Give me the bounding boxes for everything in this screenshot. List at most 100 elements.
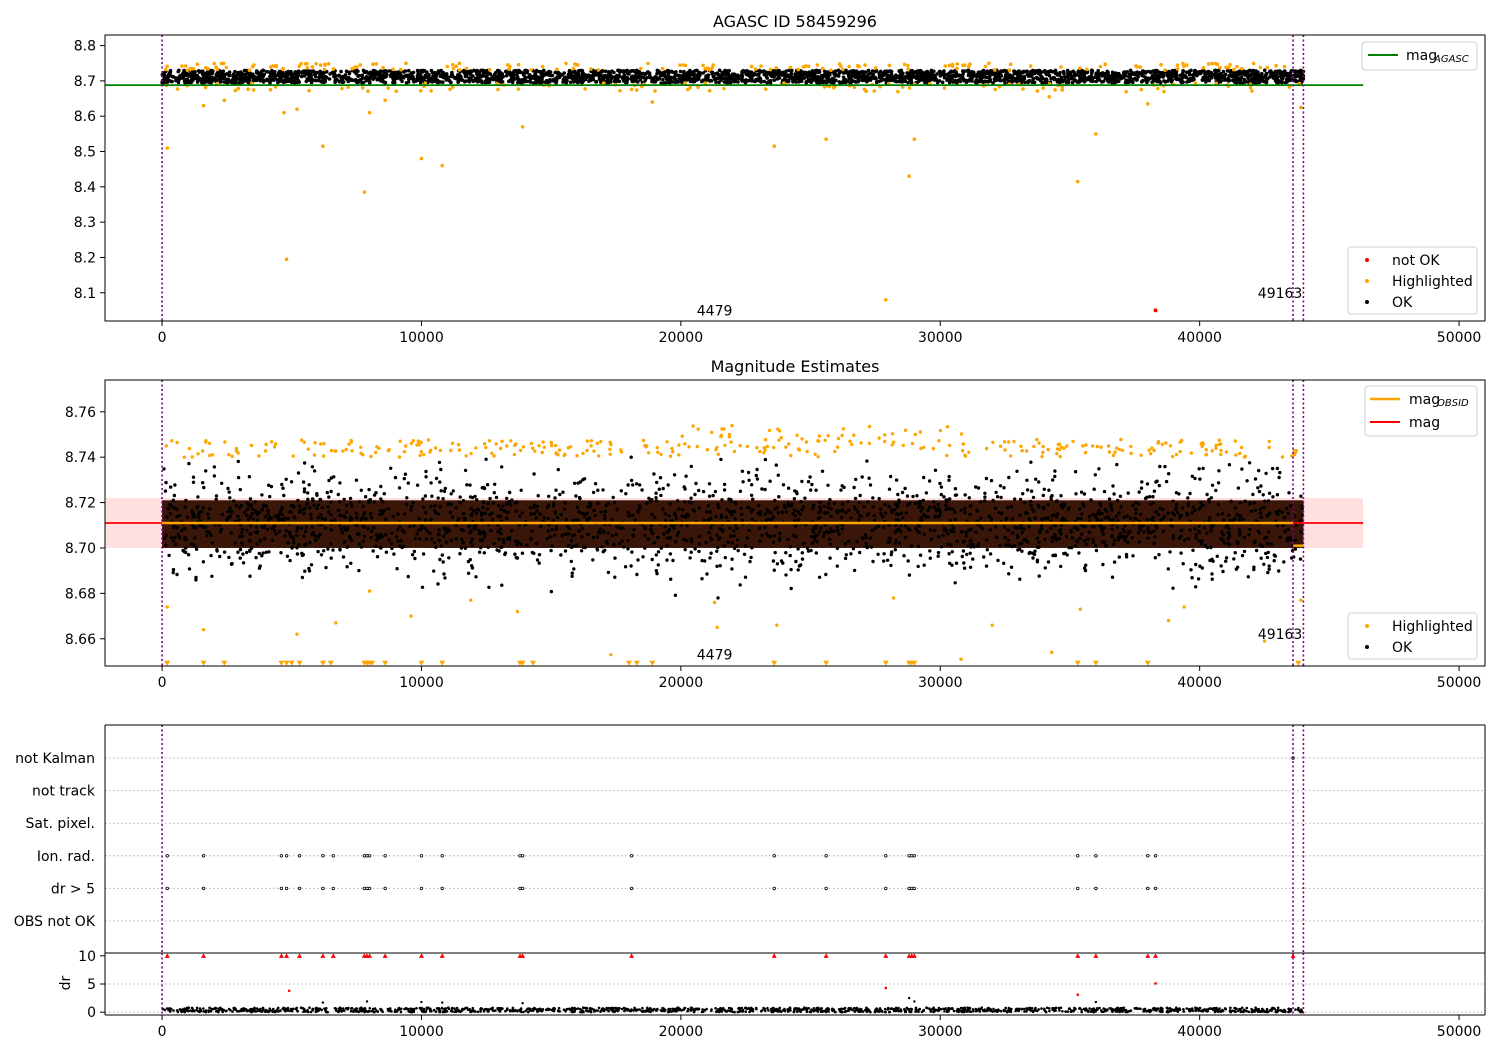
ok-point [708, 536, 713, 540]
ok-point [1227, 513, 1231, 517]
ok-point [1016, 69, 1021, 74]
ok-point [329, 542, 333, 546]
ok-point [1206, 69, 1210, 74]
ok-point [1282, 515, 1287, 520]
ok-point [999, 495, 1003, 500]
ok-point [1013, 497, 1017, 501]
ok-point [636, 558, 640, 562]
ok-point [472, 509, 476, 513]
ok-point [826, 483, 830, 487]
ok-point [955, 539, 959, 543]
highlighted-point [350, 67, 354, 71]
ok-point [491, 501, 496, 505]
ok-point [940, 80, 945, 85]
ok-point [790, 75, 794, 80]
highlighted-outlier-point [907, 174, 911, 179]
ok-point [799, 500, 803, 504]
ok-point [794, 559, 798, 564]
ok-point [218, 79, 223, 84]
ok-point [1188, 491, 1192, 496]
ok-point [853, 496, 858, 501]
ok-point [461, 541, 465, 545]
ok-point [372, 75, 377, 80]
ok-point [245, 528, 249, 532]
ok-point [479, 546, 483, 550]
ok-point [376, 536, 381, 541]
ok-point [468, 483, 472, 487]
ok-point [520, 511, 525, 515]
highlighted-point [629, 87, 634, 92]
ok-point [464, 79, 468, 83]
ok-point [564, 80, 569, 85]
ok-point [1188, 528, 1192, 532]
ok-point [646, 537, 650, 541]
ok-point [272, 524, 276, 529]
ok-point [1107, 497, 1112, 501]
ok-point [654, 553, 658, 557]
ok-point [459, 528, 464, 532]
ok-point [714, 514, 718, 519]
ok-point [1083, 77, 1088, 82]
ok-point [862, 74, 866, 79]
ok-point [709, 551, 713, 555]
ok-point [906, 559, 910, 563]
ok-point [524, 70, 528, 75]
ok-point [921, 498, 925, 503]
ok-point [253, 530, 258, 534]
ok-point [463, 546, 468, 550]
ok-point [1117, 555, 1122, 559]
ok-point [266, 527, 270, 531]
ok-point [202, 485, 206, 490]
ok-point [247, 539, 252, 543]
ok-point [694, 481, 698, 486]
ok-point [409, 508, 413, 512]
ok-point [953, 74, 958, 79]
ok-point [630, 77, 635, 81]
ok-point [508, 72, 512, 77]
ok-point [469, 529, 473, 533]
ok-point [1193, 476, 1197, 481]
ok-point [342, 540, 347, 544]
ok-point [994, 490, 998, 495]
ok-point [546, 503, 551, 507]
ok-point [818, 530, 822, 534]
ok-point [546, 529, 550, 533]
ok-point [1089, 68, 1094, 73]
highlighted-point [634, 88, 639, 92]
ok-point [1081, 502, 1085, 506]
ok-point [239, 541, 244, 545]
highlighted-point [1250, 89, 1254, 93]
ok-point [282, 493, 286, 498]
ok-point [518, 514, 522, 518]
ok-point [318, 498, 323, 502]
ok-point [560, 533, 565, 538]
ok-point [591, 77, 596, 82]
ok-point [495, 74, 500, 79]
ok-point [314, 78, 319, 83]
ok-point [438, 557, 442, 562]
ok-point [1076, 516, 1080, 521]
ok-point [348, 496, 353, 501]
ok-point [350, 504, 354, 508]
not-ok-point [1153, 308, 1158, 313]
ok-point [343, 73, 348, 77]
ok-point [1298, 557, 1303, 561]
ok-point [961, 72, 965, 76]
ok-point [592, 508, 596, 513]
ok-point [852, 485, 856, 490]
ok-point [222, 80, 226, 84]
ok-point [512, 71, 516, 75]
ok-point [369, 511, 373, 516]
ok-point [763, 487, 767, 492]
ok-point [1167, 472, 1171, 476]
ok-point [370, 529, 374, 533]
ok-point [492, 72, 497, 77]
ok-point [1078, 536, 1082, 541]
ok-point [672, 76, 676, 80]
highlighted-point [863, 63, 867, 67]
ok-point [908, 528, 912, 532]
ok-point [494, 495, 499, 500]
ok-point [198, 524, 202, 528]
ok-point [1035, 536, 1040, 540]
highlighted-point [1078, 66, 1082, 70]
